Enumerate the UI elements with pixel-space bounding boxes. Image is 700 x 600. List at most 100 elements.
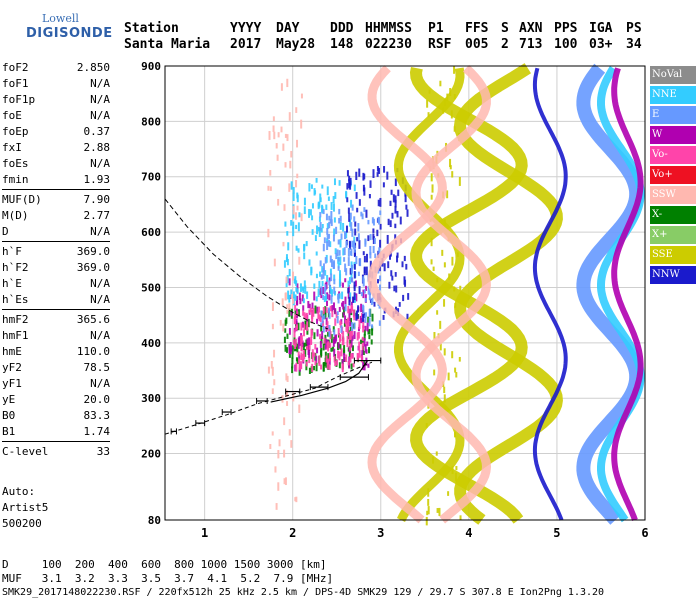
y-tick-label: 400: [141, 337, 161, 350]
echo-mark: [373, 237, 376, 244]
echo-mark: [439, 320, 442, 329]
echo-mark: [324, 284, 327, 292]
echo-mark: [298, 256, 301, 265]
echo-mark: [330, 202, 333, 210]
echo-mark: [356, 332, 359, 341]
echo-mark: [300, 93, 303, 99]
echo-mark: [327, 353, 330, 361]
echo-mark: [303, 206, 306, 215]
echo-mark: [328, 221, 331, 229]
header-label-5: P1: [428, 21, 444, 36]
echo-mark: [332, 302, 335, 310]
param-name: foEs: [2, 157, 29, 170]
legend-item-vo: Vo-: [650, 146, 696, 164]
echo-mark: [451, 256, 454, 266]
echo-mark: [446, 190, 449, 199]
header-label-3: DDD: [330, 21, 354, 36]
param-value: 20.0: [83, 393, 111, 406]
echo-mark: [325, 307, 328, 313]
echo-mark: [441, 249, 444, 256]
echo-mark: [365, 253, 368, 263]
echo-mark: [387, 218, 390, 226]
echo-mark: [349, 338, 352, 346]
echo-mark: [340, 325, 343, 333]
echo-mark: [353, 281, 356, 289]
echo-mark: [286, 401, 289, 406]
echo-mark: [337, 266, 340, 271]
echo-mark: [339, 344, 342, 350]
echo-mark: [286, 134, 289, 142]
echo-mark: [406, 313, 409, 320]
echo-mark: [349, 218, 352, 227]
echo-mark: [343, 257, 346, 262]
auto-label: Auto:: [2, 485, 36, 498]
param-row: yF1 N/A: [2, 376, 110, 392]
echo-mark: [346, 183, 349, 190]
echo-mark: [336, 249, 339, 257]
echo-mark: [427, 112, 430, 118]
echo-mark: [320, 324, 323, 332]
echo-mark: [292, 339, 295, 345]
echo-mark: [289, 342, 292, 351]
echo-mark: [345, 225, 348, 233]
echo-mark: [336, 359, 339, 366]
echo-mark: [295, 362, 298, 372]
echo-mark: [439, 343, 442, 351]
echo-mark: [304, 348, 307, 357]
echo-mark: [311, 203, 314, 209]
echo-mark: [431, 184, 434, 193]
echo-mark: [403, 276, 406, 285]
echo-mark: [386, 234, 389, 244]
echo-mark: [362, 278, 365, 287]
echo-mark: [321, 280, 324, 287]
echo-mark: [360, 292, 363, 297]
echo-mark: [308, 357, 311, 364]
echo-mark: [267, 228, 270, 238]
echo-mark: [330, 347, 333, 352]
param-value: 83.3: [83, 409, 111, 422]
echo-mark: [365, 266, 368, 276]
echo-mark: [363, 361, 366, 368]
echo-mark: [267, 185, 270, 191]
echo-mark: [302, 350, 305, 357]
echo-mark: [349, 177, 352, 186]
echo-mark: [353, 315, 356, 321]
param-value: 1.74: [83, 425, 111, 438]
legend-item-w: W: [650, 126, 696, 144]
echo-mark: [367, 316, 370, 323]
echo-mark: [337, 328, 340, 336]
param-name: yE: [2, 393, 16, 406]
echo-mark: [356, 207, 359, 213]
echo-mark: [357, 326, 360, 332]
echo-mark: [338, 334, 341, 343]
param-divider: [2, 309, 110, 310]
ssw-echo-band: [367, 65, 447, 524]
echo-mark: [449, 165, 452, 170]
echo-mark: [292, 291, 295, 298]
echo-mark: [369, 260, 372, 270]
echo-mark: [280, 83, 283, 91]
echo-mark: [282, 323, 285, 332]
echo-mark: [294, 497, 297, 502]
echo-mark: [341, 363, 344, 370]
echo-mark: [327, 307, 330, 313]
echo-mark: [302, 310, 305, 316]
header-value-9: 100: [554, 37, 578, 52]
echo-mark: [295, 286, 298, 292]
echo-mark: [396, 255, 399, 263]
echo-mark: [311, 302, 314, 310]
echo-mark: [398, 302, 401, 307]
echo-mark: [338, 293, 341, 299]
echo-mark: [285, 280, 288, 288]
echo-mark: [330, 273, 333, 282]
echo-mark: [329, 287, 332, 294]
legend-item-ssw: SSW: [650, 186, 696, 204]
echo-mark: [405, 263, 408, 270]
echo-mark: [333, 339, 336, 344]
echo-mark: [302, 353, 305, 362]
echo-mark: [459, 285, 462, 291]
echo-mark: [361, 342, 364, 351]
echo-mark: [430, 237, 433, 247]
echo-mark: [277, 482, 280, 491]
echo-mark: [291, 348, 294, 355]
